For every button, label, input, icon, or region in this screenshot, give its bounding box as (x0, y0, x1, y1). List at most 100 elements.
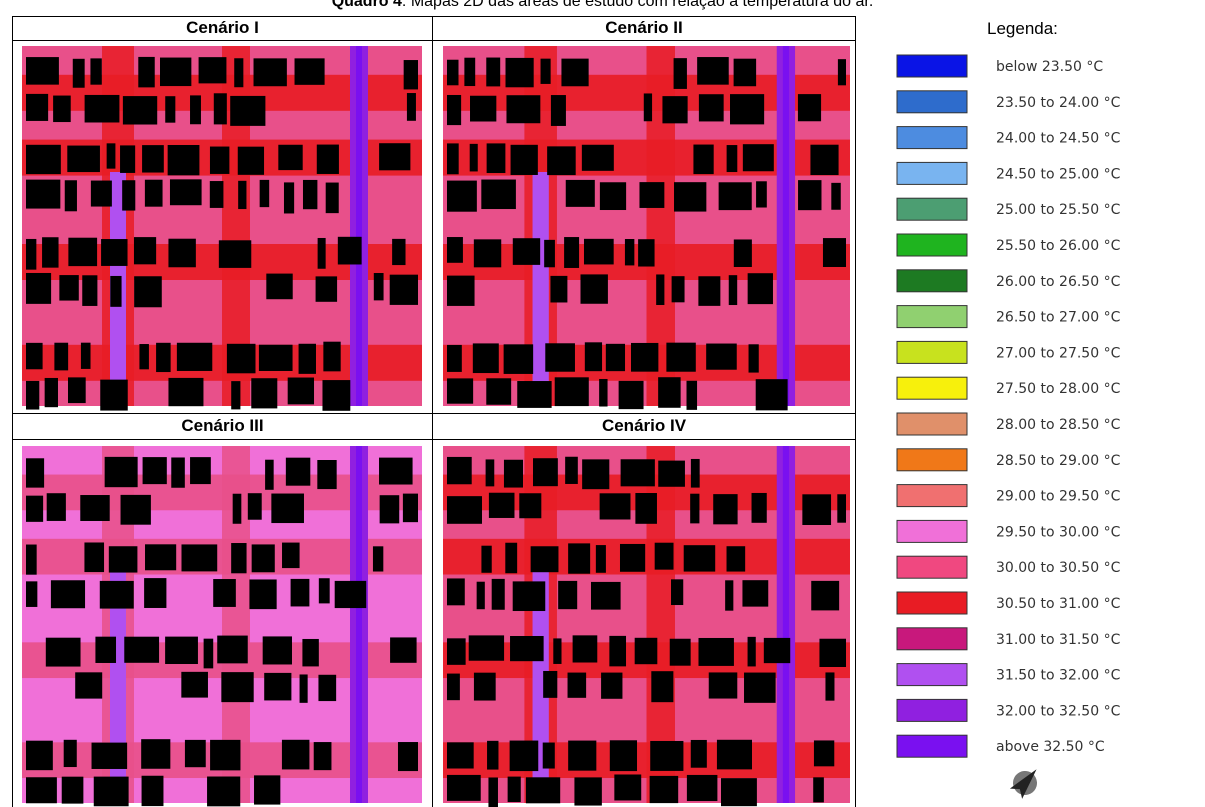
building (543, 671, 557, 698)
legend-label: 24.50 to 25.00 °C (996, 166, 1121, 182)
building (477, 582, 485, 610)
building (713, 494, 737, 524)
building (508, 777, 521, 802)
building (486, 378, 511, 404)
cell-header: Cenário III (13, 414, 432, 438)
legend-swatch (897, 162, 967, 184)
building (403, 494, 418, 523)
building (42, 237, 58, 267)
building (26, 496, 43, 522)
building (674, 58, 687, 89)
building (551, 95, 566, 126)
building (26, 94, 48, 121)
building (138, 57, 154, 87)
building (199, 57, 227, 83)
building (80, 495, 109, 521)
building (141, 739, 170, 769)
building (573, 635, 598, 662)
building (610, 740, 637, 771)
building (214, 93, 227, 124)
building (185, 740, 206, 767)
building (544, 240, 555, 267)
building (717, 740, 752, 770)
building (105, 457, 138, 487)
building (474, 239, 501, 267)
building (802, 494, 831, 525)
building (124, 637, 159, 663)
building (474, 673, 496, 701)
building (656, 274, 664, 305)
building (165, 637, 198, 664)
building (227, 344, 256, 373)
legend-label: above 32.50 °C (996, 739, 1105, 755)
building (831, 183, 840, 210)
legend-label: 28.00 to 28.50 °C (996, 417, 1121, 433)
building (568, 673, 587, 698)
building (318, 675, 336, 701)
legend-label: 30.50 to 31.00 °C (996, 596, 1121, 612)
building (584, 239, 614, 265)
building (662, 96, 687, 123)
building (744, 673, 776, 703)
building (248, 493, 262, 520)
building (26, 458, 44, 487)
legend-label: 31.00 to 31.50 °C (996, 632, 1121, 648)
building (693, 145, 713, 175)
legend-label: 32.00 to 32.50 °C (996, 703, 1121, 719)
building (621, 459, 655, 486)
building (26, 239, 36, 270)
building (123, 96, 157, 124)
building (177, 343, 212, 371)
legend-label: 25.50 to 26.00 °C (996, 238, 1121, 254)
building (650, 776, 679, 803)
legend-swatch (897, 556, 967, 578)
building (585, 342, 602, 371)
building (92, 743, 128, 769)
building (513, 581, 546, 611)
building (734, 59, 757, 87)
legend-swatch (897, 341, 967, 363)
building (251, 378, 277, 408)
building (511, 145, 538, 175)
legend-label: 24.00 to 24.50 °C (996, 131, 1121, 147)
building (62, 777, 84, 804)
building (317, 145, 339, 174)
building (531, 546, 559, 572)
legend-swatch (897, 413, 967, 435)
figure: Legenda: below 23.50 °C23.50 to 24.00 °C… (0, 0, 1205, 807)
building (748, 637, 756, 667)
building (510, 741, 539, 772)
building (553, 638, 561, 664)
building (555, 377, 589, 406)
building (687, 381, 698, 410)
building (813, 777, 824, 802)
building (374, 273, 384, 300)
legend-swatch (897, 377, 967, 399)
building (519, 493, 541, 518)
building (231, 543, 246, 573)
building (620, 544, 645, 572)
building (742, 580, 768, 606)
building (91, 181, 112, 207)
legend-swatch (897, 449, 967, 471)
building (658, 461, 685, 487)
building (545, 343, 575, 371)
legend-label: 28.50 to 29.00 °C (996, 453, 1121, 469)
building (380, 495, 400, 523)
building (447, 496, 482, 524)
cool-strip (783, 446, 789, 803)
building (756, 181, 767, 207)
building (314, 742, 332, 770)
building (599, 379, 607, 407)
building (65, 180, 77, 211)
building (165, 96, 175, 122)
legend-swatch (897, 485, 967, 507)
building (210, 181, 224, 208)
building (64, 740, 77, 767)
building (492, 579, 505, 610)
building (303, 180, 317, 209)
building (263, 636, 292, 664)
building (756, 379, 788, 410)
building (447, 378, 473, 403)
building (264, 673, 291, 701)
